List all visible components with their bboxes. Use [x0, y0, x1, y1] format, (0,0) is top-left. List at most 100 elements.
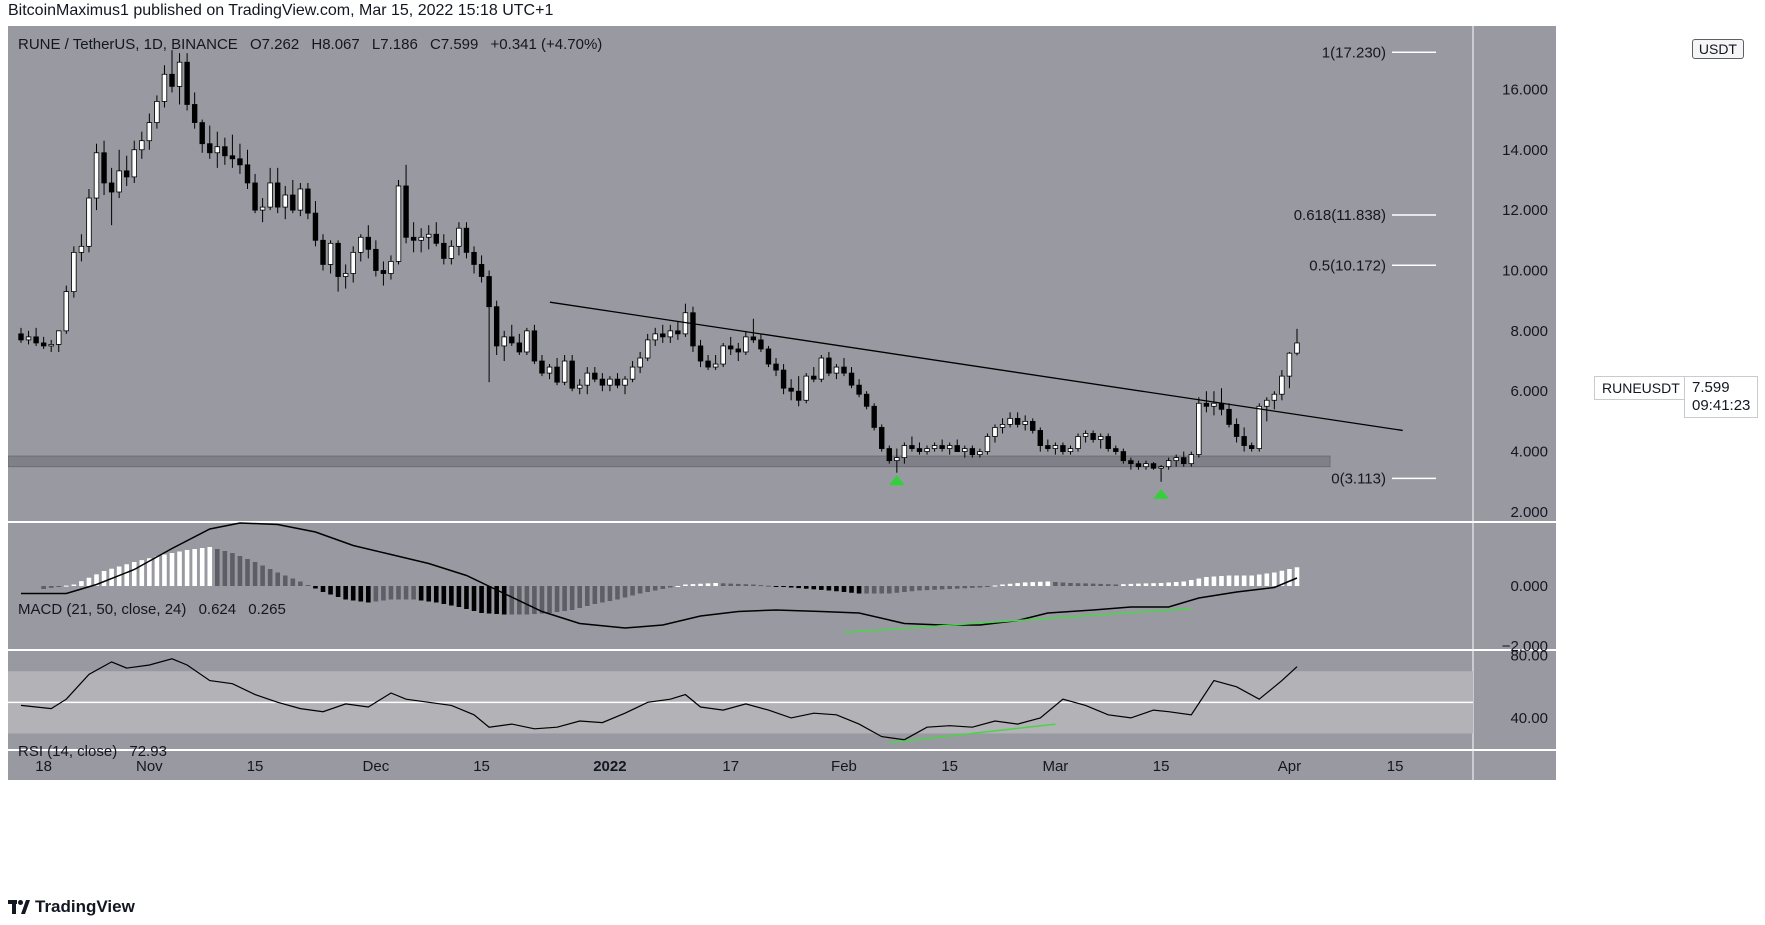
- candle[interactable]: [758, 333, 764, 352]
- candle[interactable]: [426, 225, 432, 250]
- candle[interactable]: [690, 306, 696, 352]
- macd-label[interactable]: MACD (21, 50, close, 24): [18, 601, 187, 618]
- candle[interactable]: [1188, 451, 1194, 467]
- candle[interactable]: [946, 442, 953, 455]
- candle[interactable]: [191, 92, 198, 129]
- candle[interactable]: [826, 351, 832, 377]
- price-axis[interactable]: [1473, 26, 1556, 521]
- time-axis[interactable]: [8, 751, 1473, 780]
- chart-container[interactable]: 1(17.230) 0.618(11.838) 0.5(10.172) 0(3.113…: [8, 26, 1759, 880]
- tradingview-logo[interactable]: TradingView: [8, 896, 135, 918]
- rsi-axis[interactable]: [1473, 651, 1556, 749]
- candle[interactable]: [607, 376, 613, 392]
- candle[interactable]: [554, 358, 560, 386]
- candle[interactable]: [1060, 442, 1066, 455]
- candle[interactable]: [886, 445, 892, 464]
- candle[interactable]: [795, 376, 802, 407]
- candle[interactable]: [335, 240, 341, 292]
- candle[interactable]: [1037, 427, 1043, 452]
- candle[interactable]: [1203, 391, 1210, 413]
- candle[interactable]: [1181, 451, 1187, 467]
- candle[interactable]: [735, 342, 741, 362]
- candle[interactable]: [48, 339, 54, 352]
- candle[interactable]: [667, 324, 674, 343]
- candle[interactable]: [743, 330, 749, 355]
- candle[interactable]: [765, 345, 772, 368]
- candle[interactable]: [629, 361, 636, 383]
- macd-divergence-line[interactable]: [843, 607, 1192, 634]
- candle[interactable]: [916, 442, 923, 455]
- candle[interactable]: [373, 240, 379, 277]
- candle[interactable]: [992, 424, 998, 443]
- candle[interactable]: [267, 167, 273, 211]
- candle[interactable]: [448, 240, 455, 265]
- candle[interactable]: [614, 373, 621, 389]
- candle[interactable]: [93, 143, 100, 211]
- candle[interactable]: [954, 439, 960, 452]
- rsi-line[interactable]: [20, 658, 1298, 741]
- candle[interactable]: [358, 234, 364, 262]
- candle[interactable]: [237, 143, 243, 174]
- candle[interactable]: [418, 228, 424, 253]
- candle[interactable]: [1014, 412, 1021, 428]
- candle[interactable]: [229, 134, 236, 168]
- candle[interactable]: [984, 433, 991, 455]
- candle[interactable]: [1113, 445, 1119, 455]
- green-triangle-marker[interactable]: [888, 475, 905, 486]
- candle[interactable]: [56, 330, 62, 352]
- candle[interactable]: [803, 373, 809, 404]
- candle[interactable]: [18, 327, 24, 343]
- candle[interactable]: [139, 131, 145, 159]
- candle[interactable]: [780, 364, 787, 395]
- candle[interactable]: [818, 354, 825, 383]
- rsi-label[interactable]: RSI (14, close): [18, 743, 118, 760]
- candle[interactable]: [1128, 457, 1134, 470]
- candle[interactable]: [131, 140, 137, 183]
- candle[interactable]: [1135, 460, 1142, 470]
- candle[interactable]: [410, 222, 417, 253]
- candle[interactable]: [493, 300, 500, 355]
- candle[interactable]: [969, 445, 976, 458]
- candle[interactable]: [871, 403, 877, 431]
- candle[interactable]: [222, 137, 228, 165]
- candle[interactable]: [342, 264, 349, 289]
- candle[interactable]: [1264, 397, 1270, 422]
- candle[interactable]: [1279, 370, 1285, 401]
- candle[interactable]: [1173, 454, 1179, 467]
- candle[interactable]: [403, 164, 409, 244]
- candle[interactable]: [516, 333, 523, 355]
- candle[interactable]: [675, 321, 681, 340]
- candle[interactable]: [524, 327, 530, 355]
- candle[interactable]: [441, 234, 447, 265]
- candle[interactable]: [471, 246, 477, 274]
- candle[interactable]: [1090, 430, 1096, 443]
- candle[interactable]: [931, 442, 938, 452]
- candle[interactable]: [388, 255, 394, 280]
- candle[interactable]: [1233, 418, 1240, 443]
- candle[interactable]: [1007, 412, 1013, 428]
- candle[interactable]: [1120, 448, 1127, 464]
- candle[interactable]: [1294, 328, 1300, 356]
- candle[interactable]: [962, 445, 968, 458]
- candle[interactable]: [395, 179, 402, 265]
- candle[interactable]: [811, 367, 817, 383]
- candle[interactable]: [124, 155, 130, 186]
- candle[interactable]: [546, 364, 553, 380]
- candle[interactable]: [207, 125, 213, 159]
- candle[interactable]: [539, 354, 545, 377]
- candle[interactable]: [1256, 403, 1262, 452]
- main-pane[interactable]: [8, 26, 1473, 521]
- candle[interactable]: [1150, 462, 1157, 470]
- candle[interactable]: [108, 167, 115, 226]
- candle[interactable]: [154, 95, 160, 129]
- candle[interactable]: [1165, 457, 1172, 470]
- candle[interactable]: [101, 140, 107, 196]
- candle[interactable]: [509, 324, 515, 346]
- candle[interactable]: [924, 445, 930, 455]
- candle[interactable]: [569, 354, 575, 392]
- candle[interactable]: [705, 354, 711, 371]
- candle[interactable]: [214, 131, 221, 168]
- candle[interactable]: [1067, 445, 1074, 455]
- candle[interactable]: [486, 270, 492, 383]
- candle[interactable]: [116, 149, 122, 199]
